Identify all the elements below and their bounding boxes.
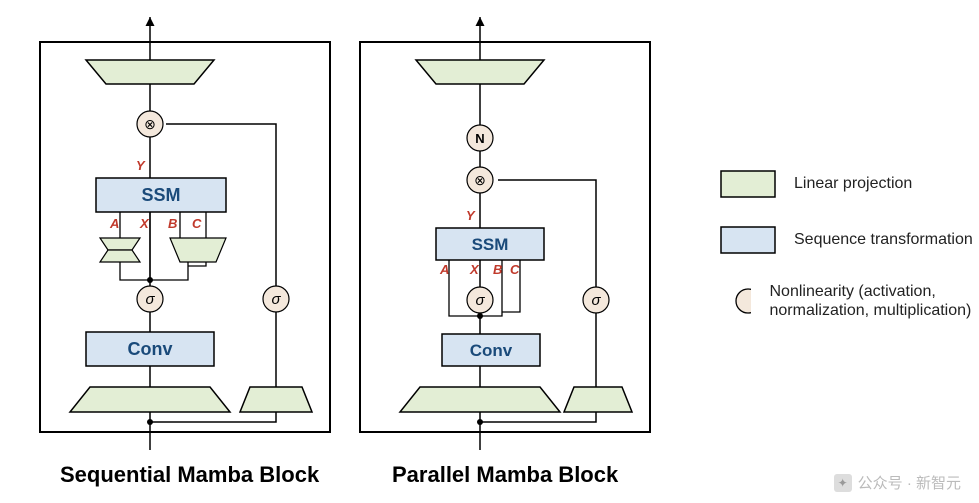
label-C: C [192,216,202,231]
linear-out [416,60,544,84]
label-X: X [469,262,480,277]
gate-branch [150,124,276,422]
linear-in-left [70,387,230,412]
legend-nonlin: Nonlinearity (activation, normalization,… [720,282,979,320]
label-C: C [510,262,520,277]
sigma-gate-label: σ [591,292,601,309]
legend-nonlin-label: Nonlinearity (activation, normalization,… [769,282,979,320]
label-Y: Y [466,208,476,223]
label-B: B [493,262,502,277]
parallel-block: Conv σ A X B C SSM Y ⊗ N σ [350,12,660,452]
legend: Linear projection Sequence transformatio… [720,170,979,320]
multiply-label: ⊗ [474,172,486,188]
legend-sequence-label: Sequence transformation [794,230,973,249]
linear-in-right [564,387,632,412]
sigma-main-label: σ [475,292,485,309]
gate-branch [480,180,596,422]
linear-in-right [240,387,312,412]
linear-out [86,60,214,84]
label-A: A [439,262,449,277]
block-frame [40,42,330,432]
linear-BC [170,238,226,262]
sigma-gate-label: σ [271,291,281,308]
multiply-label: ⊗ [144,116,156,132]
sigma-main-label: σ [145,291,155,308]
parallel-caption: Parallel Mamba Block [392,462,618,488]
label-X: X [139,216,150,231]
watermark-text: 公众号 · 新智元 [858,472,961,493]
legend-swatch-sequence [720,226,776,254]
ssm-label: SSM [472,235,509,254]
label-Y: Y [136,158,146,173]
linear-A-bot [100,250,140,262]
sequential-block: Conv σ A X B C SSM Y ⊗ σ [30,12,340,452]
linear-in-left [400,387,560,412]
legend-swatch-linear [720,170,776,198]
legend-linear: Linear projection [720,170,979,198]
label-B: B [168,216,177,231]
legend-sequence: Sequence transformation [720,226,979,254]
conv-label: Conv [470,341,513,360]
watermark: ✦ 公众号 · 新智元 [834,472,961,493]
norm-label: N [475,131,484,146]
legend-swatch-nonlin [720,287,751,315]
label-A: A [109,216,119,231]
conv-label: Conv [128,339,173,359]
legend-linear-label: Linear projection [794,174,912,193]
sequential-caption: Sequential Mamba Block [60,462,319,488]
wechat-icon: ✦ [834,474,852,492]
linear-A-top [100,238,140,250]
ssm-label: SSM [141,185,180,205]
